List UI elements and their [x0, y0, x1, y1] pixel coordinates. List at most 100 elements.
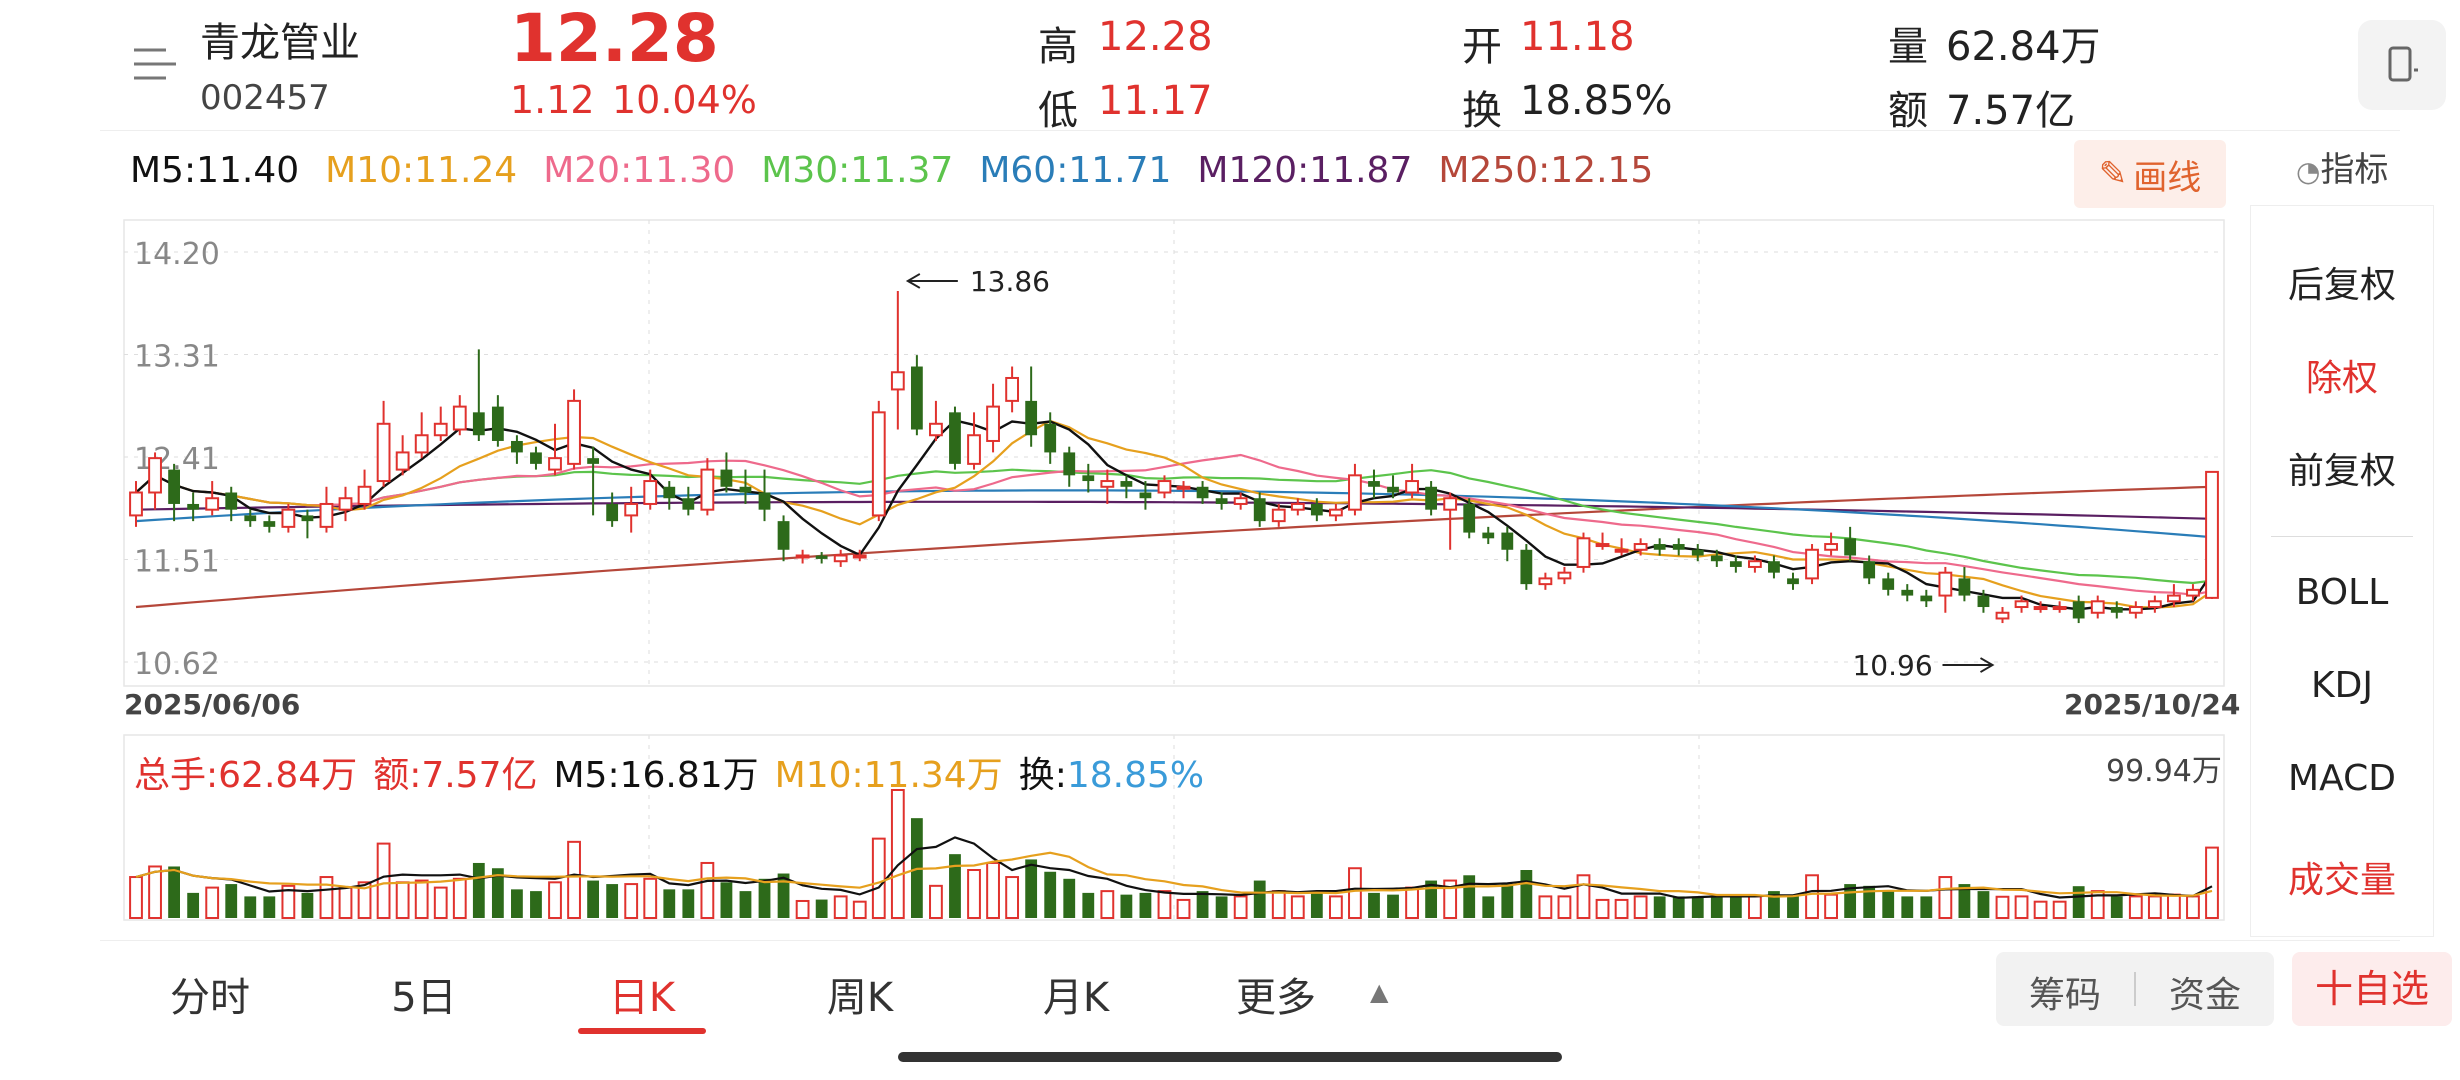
tab-monthly-k[interactable]: 月K	[1042, 975, 1110, 1021]
ma5-label: M5:11.40	[130, 150, 300, 191]
side-item-ex-rights[interactable]: 除权	[2305, 358, 2378, 399]
chips-button[interactable]: 筹码	[2028, 975, 2101, 1016]
volume-label: 量	[1888, 24, 1928, 70]
volume-bar	[1290, 895, 1305, 920]
high-label: 高	[1038, 24, 1078, 70]
candle-body	[129, 491, 143, 517]
volume-bar	[1501, 884, 1514, 918]
max-arrow-head	[905, 273, 921, 289]
volume-turnover: 18.85%	[1066, 755, 1205, 796]
volume-bar	[795, 899, 810, 920]
candle-body	[949, 412, 961, 464]
candle-body	[2147, 600, 2162, 609]
tab-weekly-k[interactable]: 周K	[826, 975, 894, 1021]
volume-value: 62.84万	[1946, 24, 2101, 70]
side-panel: 后复权 除权 前复权 BOLL KDJ MACD 成交量	[2250, 205, 2434, 937]
candle-body	[357, 485, 372, 505]
side-item-kdj[interactable]: KDJ	[2311, 665, 2373, 706]
pencil-icon: ✎	[2098, 154, 2128, 194]
menu-icon[interactable]	[130, 40, 180, 90]
volume-bar	[624, 883, 639, 920]
chips-funds-group: 筹码 资金	[1996, 952, 2274, 1026]
volume-bar	[1328, 895, 1343, 920]
candle-body	[795, 554, 810, 559]
caret-up-icon[interactable]: ▲	[1370, 978, 1389, 1006]
candle-body	[1538, 577, 1553, 586]
volume-bar	[1425, 880, 1438, 918]
chips-funds-divider	[2134, 972, 2136, 1006]
volume-legend: 总手:62.84万 额:7.57亿 M5:16.81万 M10:11.34万 换…	[134, 746, 1204, 798]
volume-bar	[1005, 876, 1020, 919]
header-divider	[100, 130, 2400, 131]
candle-body	[301, 515, 314, 522]
tab-5day[interactable]: 5日	[391, 975, 457, 1021]
tab-more[interactable]: 更多	[1236, 975, 1316, 1021]
candle-body	[1691, 549, 1704, 556]
volume-bar	[1920, 896, 1933, 918]
candle-body	[2033, 606, 2048, 611]
draw-line-button[interactable]: ✎ 画线	[2074, 140, 2226, 208]
volume-bar	[414, 879, 429, 919]
volume-bar	[1157, 890, 1172, 919]
volume-bar	[1633, 895, 1648, 920]
candle-body	[319, 502, 334, 528]
candle-body	[1520, 549, 1533, 585]
volume-bar	[1348, 867, 1362, 919]
home-indicator[interactable]	[898, 1052, 1562, 1062]
candle-body	[1405, 480, 1419, 494]
candle-body	[890, 371, 905, 391]
candle-body	[1729, 561, 1742, 567]
tab-intraday[interactable]: 分时	[170, 975, 250, 1021]
volume-bar	[1120, 894, 1133, 918]
end-date-label: 2025/10/24	[2064, 688, 2241, 721]
volume-amount: 额:7.57亿	[373, 755, 538, 796]
ma20-label: M20:11.30	[543, 150, 736, 191]
volume-bar	[511, 889, 523, 918]
add-watchlist-button[interactable]: 十自选	[2292, 952, 2452, 1026]
volume-bar	[700, 861, 715, 920]
candle-body	[1614, 548, 1629, 553]
volume-bar	[949, 854, 961, 918]
side-item-forward-adjusted[interactable]: 前复权	[2287, 451, 2396, 492]
candle-body	[395, 451, 410, 471]
volume-bar	[1215, 896, 1228, 918]
bottom-divider	[100, 940, 2400, 941]
volume-bar	[1482, 896, 1495, 918]
candle-body	[720, 469, 733, 487]
tab-daily-k[interactable]: 日K	[608, 975, 676, 1021]
candle-body	[1747, 560, 1762, 568]
candle-body	[2090, 600, 2105, 614]
side-item-volume[interactable]: 成交量	[2287, 860, 2396, 901]
volume-bar	[1824, 893, 1838, 920]
volume-bar	[1176, 898, 1191, 919]
indicator-button[interactable]: ◔指标	[2296, 142, 2388, 191]
candle-body	[815, 555, 828, 559]
volume-bar	[319, 876, 334, 919]
side-item-boll[interactable]: BOLL	[2295, 572, 2389, 613]
candle-body	[1672, 544, 1685, 550]
volume-bar	[187, 892, 200, 918]
volume-bar	[1938, 876, 1953, 919]
volume-bar	[1368, 892, 1380, 918]
volume-bar	[567, 840, 581, 920]
volume-bar	[1233, 895, 1248, 920]
candle-body	[1482, 532, 1495, 539]
side-item-macd[interactable]: MACD	[2288, 758, 2396, 799]
candle-body	[187, 503, 200, 510]
open-value: 11.18	[1520, 14, 1635, 60]
volume-bar	[168, 866, 180, 918]
candle-body	[1958, 578, 1971, 596]
side-item-back-adjusted[interactable]: 后复权	[2287, 265, 2396, 306]
volume-bar	[1310, 891, 1323, 918]
volume-bar	[1196, 891, 1209, 918]
volume-bar	[1082, 892, 1095, 918]
phone-icon	[2388, 46, 2418, 82]
landscape-toggle-button[interactable]	[2358, 20, 2446, 110]
candle-body	[338, 497, 353, 511]
indicator-label: 指标	[2320, 150, 2389, 190]
candle-body	[548, 457, 562, 471]
candle-body	[2072, 601, 2085, 619]
candle-body	[1233, 497, 1248, 505]
funds-button[interactable]: 资金	[2168, 975, 2241, 1016]
